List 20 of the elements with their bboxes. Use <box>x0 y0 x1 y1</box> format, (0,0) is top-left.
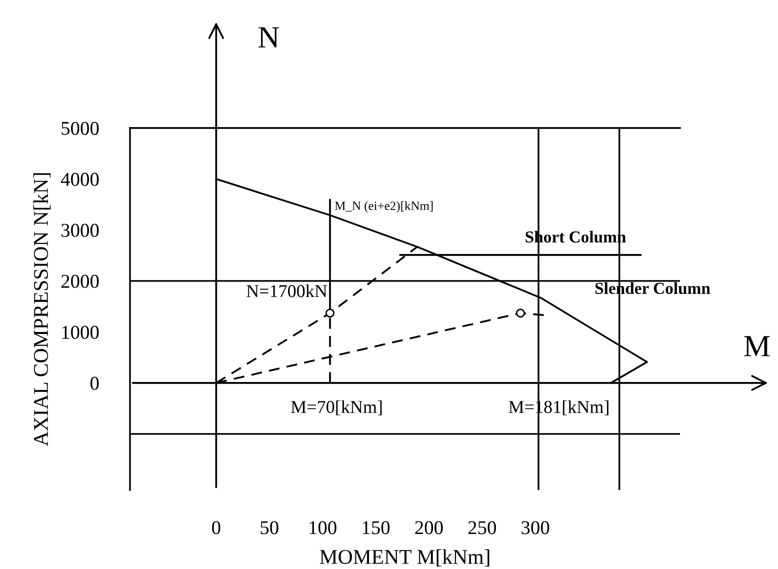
x-axis-title: MOMENT M[kNm] <box>320 549 490 567</box>
y-tick-label: 0 <box>90 376 99 390</box>
x-tick-label: 150 <box>362 521 390 534</box>
text: M <box>744 336 770 356</box>
x-tick-label: 200 <box>415 521 443 534</box>
y-tick-label: 2000 <box>61 274 99 288</box>
annotation: N=1700kN <box>246 284 328 298</box>
y-tick-label: 4000 <box>60 172 99 186</box>
x-tick-label: 300 <box>522 521 550 534</box>
annotation: M_N (ei+e2)[kNm] <box>334 201 433 213</box>
y-tick-label: 1000 <box>62 326 99 339</box>
text: N <box>258 27 279 48</box>
x-tick-label: 50 <box>260 521 278 534</box>
annotation: M=70[kNm] <box>291 400 382 416</box>
y-tick-label: 5000 <box>62 122 99 135</box>
y-tick-label: 3000 <box>61 224 99 237</box>
x-tick-label: 100 <box>310 521 336 534</box>
x-tick-label: 0 <box>212 521 220 534</box>
x-tick-label: 250 <box>468 521 496 534</box>
y-axis-title: AXIAL COMPRESSION N[kN] <box>33 173 51 446</box>
